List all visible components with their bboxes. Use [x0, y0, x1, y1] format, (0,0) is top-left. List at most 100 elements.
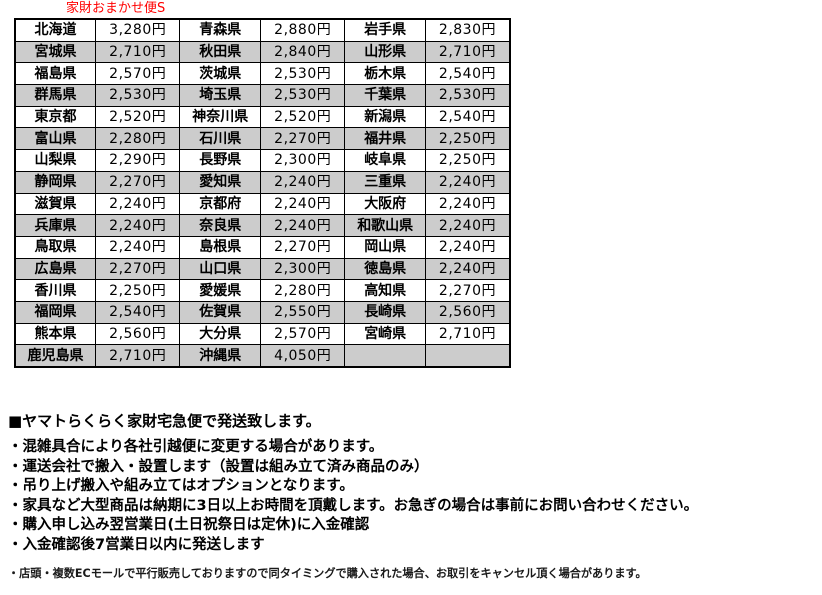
- prefecture-cell: 新潟県: [344, 105, 426, 129]
- price-cell: 2,530円: [94, 84, 181, 107]
- price-cell: 2,240円: [424, 257, 511, 281]
- prefecture-cell: 岐阜県: [344, 149, 426, 172]
- price-cell: 2,270円: [94, 257, 181, 281]
- price-cell: 2,840円: [259, 40, 346, 64]
- prefecture-cell: 東京都: [14, 105, 96, 129]
- prefecture-cell: 京都府: [179, 192, 261, 216]
- prefecture-cell: 千葉県: [344, 84, 426, 107]
- price-cell: 2,560円: [94, 322, 181, 346]
- notes-fine-print: ・店頭・複数ECモールで平行販売しておりますので同タイミングで購入された場合、お…: [8, 566, 647, 580]
- prefecture-cell: 長野県: [179, 149, 261, 172]
- price-cell: 2,520円: [94, 105, 181, 129]
- shipping-fee-table: 北海道 3,280円 青森県 2,880円 岩手県 2,830円 宮城県 2,710円 秋田県 2…: [14, 18, 511, 368]
- prefecture-cell: 大阪府: [344, 192, 426, 216]
- price-cell: 2,240円: [259, 170, 346, 194]
- prefecture-cell: 岩手県: [344, 18, 426, 42]
- table-row: 鹿児島県 2,710円 沖縄県 4,050円: [14, 344, 511, 368]
- price-cell: 2,830円: [424, 18, 511, 42]
- price-cell: 2,540円: [424, 105, 511, 129]
- table-row: 福島県 2,570円 茨城県 2,530円 栃木県 2,540円: [14, 62, 511, 86]
- prefecture-cell: 山形県: [344, 40, 426, 64]
- price-cell: 2,530円: [259, 84, 346, 107]
- price-cell: 2,290円: [94, 149, 181, 172]
- prefecture-cell: 長崎県: [344, 300, 426, 324]
- prefecture-cell: 愛媛県: [179, 279, 261, 302]
- prefecture-cell: 高知県: [344, 279, 426, 302]
- price-cell: 2,530円: [259, 62, 346, 86]
- price-cell: 2,250円: [94, 279, 181, 302]
- price-cell: 2,300円: [259, 257, 346, 281]
- prefecture-cell: 沖縄県: [179, 344, 261, 368]
- prefecture-cell: 山梨県: [14, 149, 96, 172]
- prefecture-cell: 滋賀県: [14, 192, 96, 216]
- prefecture-cell: 奈良県: [179, 214, 261, 237]
- shipping-fee-table-container: 北海道 3,280円 青森県 2,880円 岩手県 2,830円 宮城県 2,710円 秋田県 2…: [14, 18, 511, 368]
- price-cell: 2,270円: [94, 170, 181, 194]
- prefecture-cell: 青森県: [179, 18, 261, 42]
- prefecture-cell: 福島県: [14, 62, 96, 86]
- prefecture-cell: 静岡県: [14, 170, 96, 194]
- price-cell: 2,710円: [94, 344, 181, 368]
- table-row: 群馬県 2,530円 埼玉県 2,530円 千葉県 2,530円: [14, 84, 511, 107]
- table-row: 北海道 3,280円 青森県 2,880円 岩手県 2,830円: [14, 18, 511, 42]
- price-cell: 2,270円: [259, 127, 346, 151]
- price-cell: [424, 344, 511, 368]
- prefecture-cell: 香川県: [14, 279, 96, 302]
- table-row: 富山県 2,280円 石川県 2,270円 福井県 2,250円: [14, 127, 511, 151]
- price-cell: 2,530円: [424, 84, 511, 107]
- notes-line: ・混雑具合により各社引越便に変更する場合があります。: [8, 439, 384, 455]
- table-row: 熊本県 2,560円 大分県 2,570円 宮崎県 2,710円: [14, 322, 511, 346]
- prefecture-cell: 宮崎県: [344, 322, 426, 346]
- table-row: 滋賀県 2,240円 京都府 2,240円 大阪府 2,240円: [14, 192, 511, 216]
- notes-heading: ■ヤマトらくらく家財宅急便で発送致します。: [8, 412, 321, 430]
- prefecture-cell: 大分県: [179, 322, 261, 346]
- table-row: 兵庫県 2,240円 奈良県 2,240円 和歌山県 2,240円: [14, 214, 511, 237]
- notes-line: ・入金確認後7営業日以内に発送します: [8, 536, 265, 553]
- price-cell: 2,240円: [424, 214, 511, 237]
- prefecture-cell: 石川県: [179, 127, 261, 151]
- price-cell: 2,240円: [94, 214, 181, 237]
- prefecture-cell: 福井県: [344, 127, 426, 151]
- prefecture-cell: [344, 344, 426, 368]
- price-cell: 2,240円: [94, 235, 181, 259]
- prefecture-cell: 三重県: [344, 170, 426, 194]
- price-cell: 2,540円: [94, 300, 181, 324]
- price-cell: 2,240円: [424, 192, 511, 216]
- prefecture-cell: 福岡県: [14, 300, 96, 324]
- prefecture-cell: 佐賀県: [179, 300, 261, 324]
- price-cell: 2,280円: [94, 127, 181, 151]
- prefecture-cell: 茨城県: [179, 62, 261, 86]
- prefecture-cell: 和歌山県: [344, 214, 426, 237]
- prefecture-cell: 愛知県: [179, 170, 261, 194]
- notes-line: ・運送会社で搬入・設置します（設置は組み立て済み商品のみ）: [8, 458, 429, 475]
- notes-line-list: ・混雑具合により各社引越便に変更する場合があります。・運送会社で搬入・設置します…: [8, 438, 814, 555]
- table-row: 静岡県 2,270円 愛知県 2,240円 三重県 2,240円: [14, 170, 511, 194]
- table-row: 鳥取県 2,240円 島根県 2,270円 岡山県 2,240円: [14, 235, 511, 259]
- prefecture-cell: 宮城県: [14, 40, 96, 64]
- prefecture-cell: 秋田県: [179, 40, 261, 64]
- notes-line: ・家具など大型商品は納期に3日以上お時間を頂戴します。お急ぎの場合は事前にお問い…: [8, 497, 699, 514]
- prefecture-cell: 群馬県: [14, 84, 96, 107]
- price-cell: 2,880円: [259, 18, 346, 42]
- prefecture-cell: 栃木県: [344, 62, 426, 86]
- price-cell: 2,710円: [94, 40, 181, 64]
- page-title: 家財おまかせ便S: [66, 1, 166, 16]
- price-cell: 2,250円: [424, 149, 511, 172]
- price-cell: 2,520円: [259, 105, 346, 129]
- price-cell: 2,240円: [259, 192, 346, 216]
- prefecture-cell: 島根県: [179, 235, 261, 259]
- prefecture-cell: 広島県: [14, 257, 96, 281]
- prefecture-cell: 徳島県: [344, 257, 426, 281]
- table-row: 福岡県 2,540円 佐賀県 2,550円 長崎県 2,560円: [14, 300, 511, 324]
- price-cell: 2,240円: [94, 192, 181, 216]
- prefecture-cell: 埼玉県: [179, 84, 261, 107]
- notes-line: ・購入申し込み翌営業日(土日祝祭日は定休)に入金確認: [8, 517, 370, 533]
- price-cell: 2,550円: [259, 300, 346, 324]
- price-cell: 2,540円: [424, 62, 511, 86]
- shipping-notes: ■ヤマトらくらく家財宅急便で発送致します。 ・混雑具合により各社引越便に変更する…: [8, 410, 814, 582]
- table-row: 東京都 2,520円 神奈川県 2,520円 新潟県 2,540円: [14, 105, 511, 129]
- price-cell: 2,570円: [94, 62, 181, 86]
- price-cell: 2,240円: [424, 235, 511, 259]
- price-cell: 2,710円: [424, 322, 511, 346]
- price-cell: 2,270円: [259, 235, 346, 259]
